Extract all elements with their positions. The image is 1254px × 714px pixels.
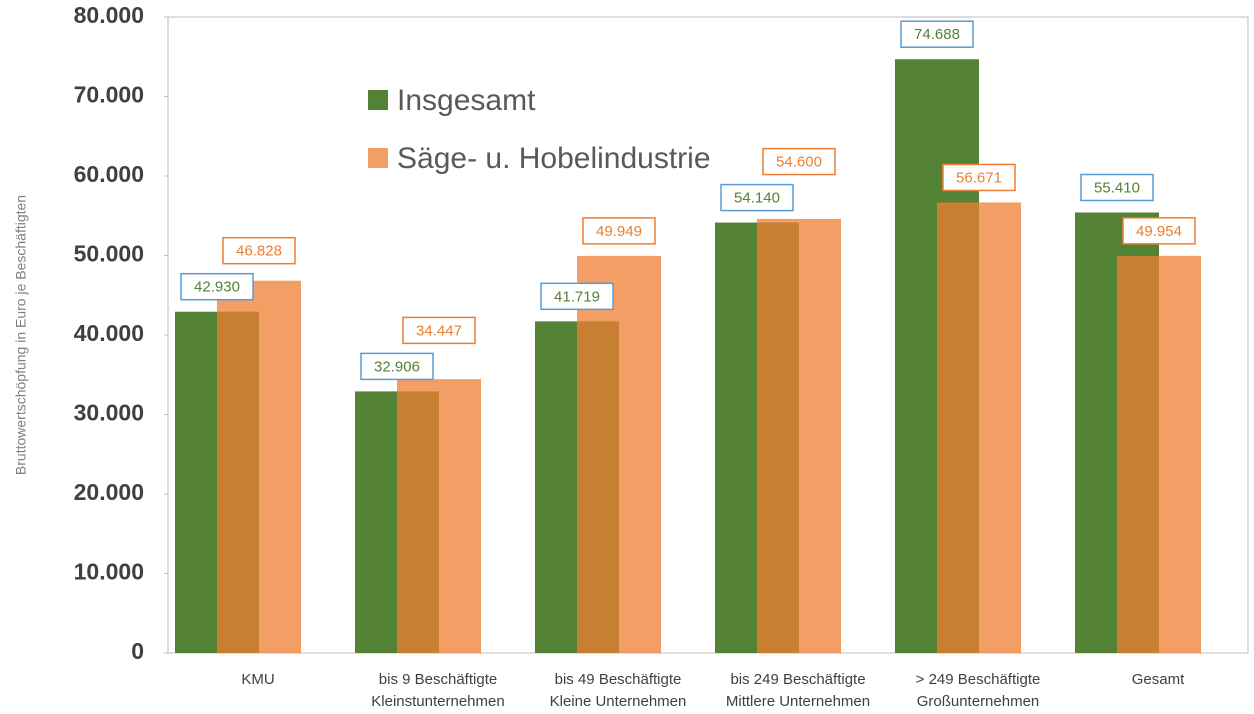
x-tick-label: Kleinstunternehmen — [371, 693, 504, 710]
y-tick-label: 0 — [131, 638, 144, 664]
y-tick-label: 10.000 — [74, 559, 144, 585]
value-label: 56.671 — [956, 169, 1002, 186]
value-label-box — [762, 147, 836, 176]
bar — [1117, 255, 1201, 653]
value-label: 34.447 — [416, 322, 462, 339]
y-tick-label: 50.000 — [74, 241, 144, 267]
x-tick-label: Gesamt — [1132, 671, 1185, 688]
x-tick-label: bis 49 Beschäftigte — [555, 671, 682, 688]
value-label: 42.930 — [194, 279, 240, 296]
x-tick-label: bis 9 Beschäftigte — [379, 671, 497, 688]
value-label: 32.906 — [374, 358, 420, 375]
y-tick-label: 20.000 — [74, 479, 144, 505]
value-label-box — [540, 282, 614, 311]
value-label-box — [222, 236, 296, 265]
legend-swatch — [368, 90, 388, 110]
x-tick-label: Kleine Unternehmen — [550, 693, 687, 710]
value-label-box — [402, 316, 476, 345]
value-label: 74.688 — [914, 26, 960, 43]
value-label: 54.140 — [734, 190, 780, 207]
value-label: 49.949 — [596, 223, 642, 240]
value-label: 46.828 — [236, 243, 282, 260]
value-label: 41.719 — [554, 288, 600, 305]
legend-label: Säge- u. Hobelindustrie — [397, 142, 711, 175]
bar — [217, 280, 301, 653]
x-tick-label: KMU — [241, 671, 274, 688]
value-label-box — [180, 272, 254, 301]
bar — [937, 202, 1021, 653]
y-tick-label: 70.000 — [74, 82, 144, 108]
bar — [757, 218, 841, 653]
value-label-box — [900, 20, 974, 48]
x-tick-label: bis 249 Beschäftigte — [730, 671, 865, 688]
y-tick-label: 40.000 — [74, 320, 144, 346]
legend-label: Insgesamt — [397, 84, 536, 117]
value-label-box — [1080, 173, 1154, 202]
y-tick-label: 60.000 — [74, 161, 144, 187]
y-tick-label: 30.000 — [74, 400, 144, 426]
y-tick-label: 80.000 — [74, 2, 144, 28]
legend-swatch — [368, 148, 388, 168]
value-label-box — [582, 217, 656, 245]
value-label-box — [720, 183, 794, 212]
value-label-box — [1122, 217, 1196, 245]
bar — [397, 379, 481, 653]
x-tick-label: Großunternehmen — [917, 693, 1040, 710]
x-tick-label: Mittlere Unternehmen — [726, 693, 870, 710]
value-label-box — [360, 352, 434, 381]
value-label: 55.410 — [1094, 179, 1140, 196]
value-label: 49.954 — [1136, 223, 1182, 240]
value-label-box — [942, 163, 1016, 192]
x-tick-label: > 249 Beschäftigte — [916, 671, 1041, 688]
y-axis-label: Bruttowertschöpfung in Euro je Beschäfti… — [13, 195, 29, 475]
bar — [577, 255, 661, 653]
value-label: 54.600 — [776, 154, 822, 171]
